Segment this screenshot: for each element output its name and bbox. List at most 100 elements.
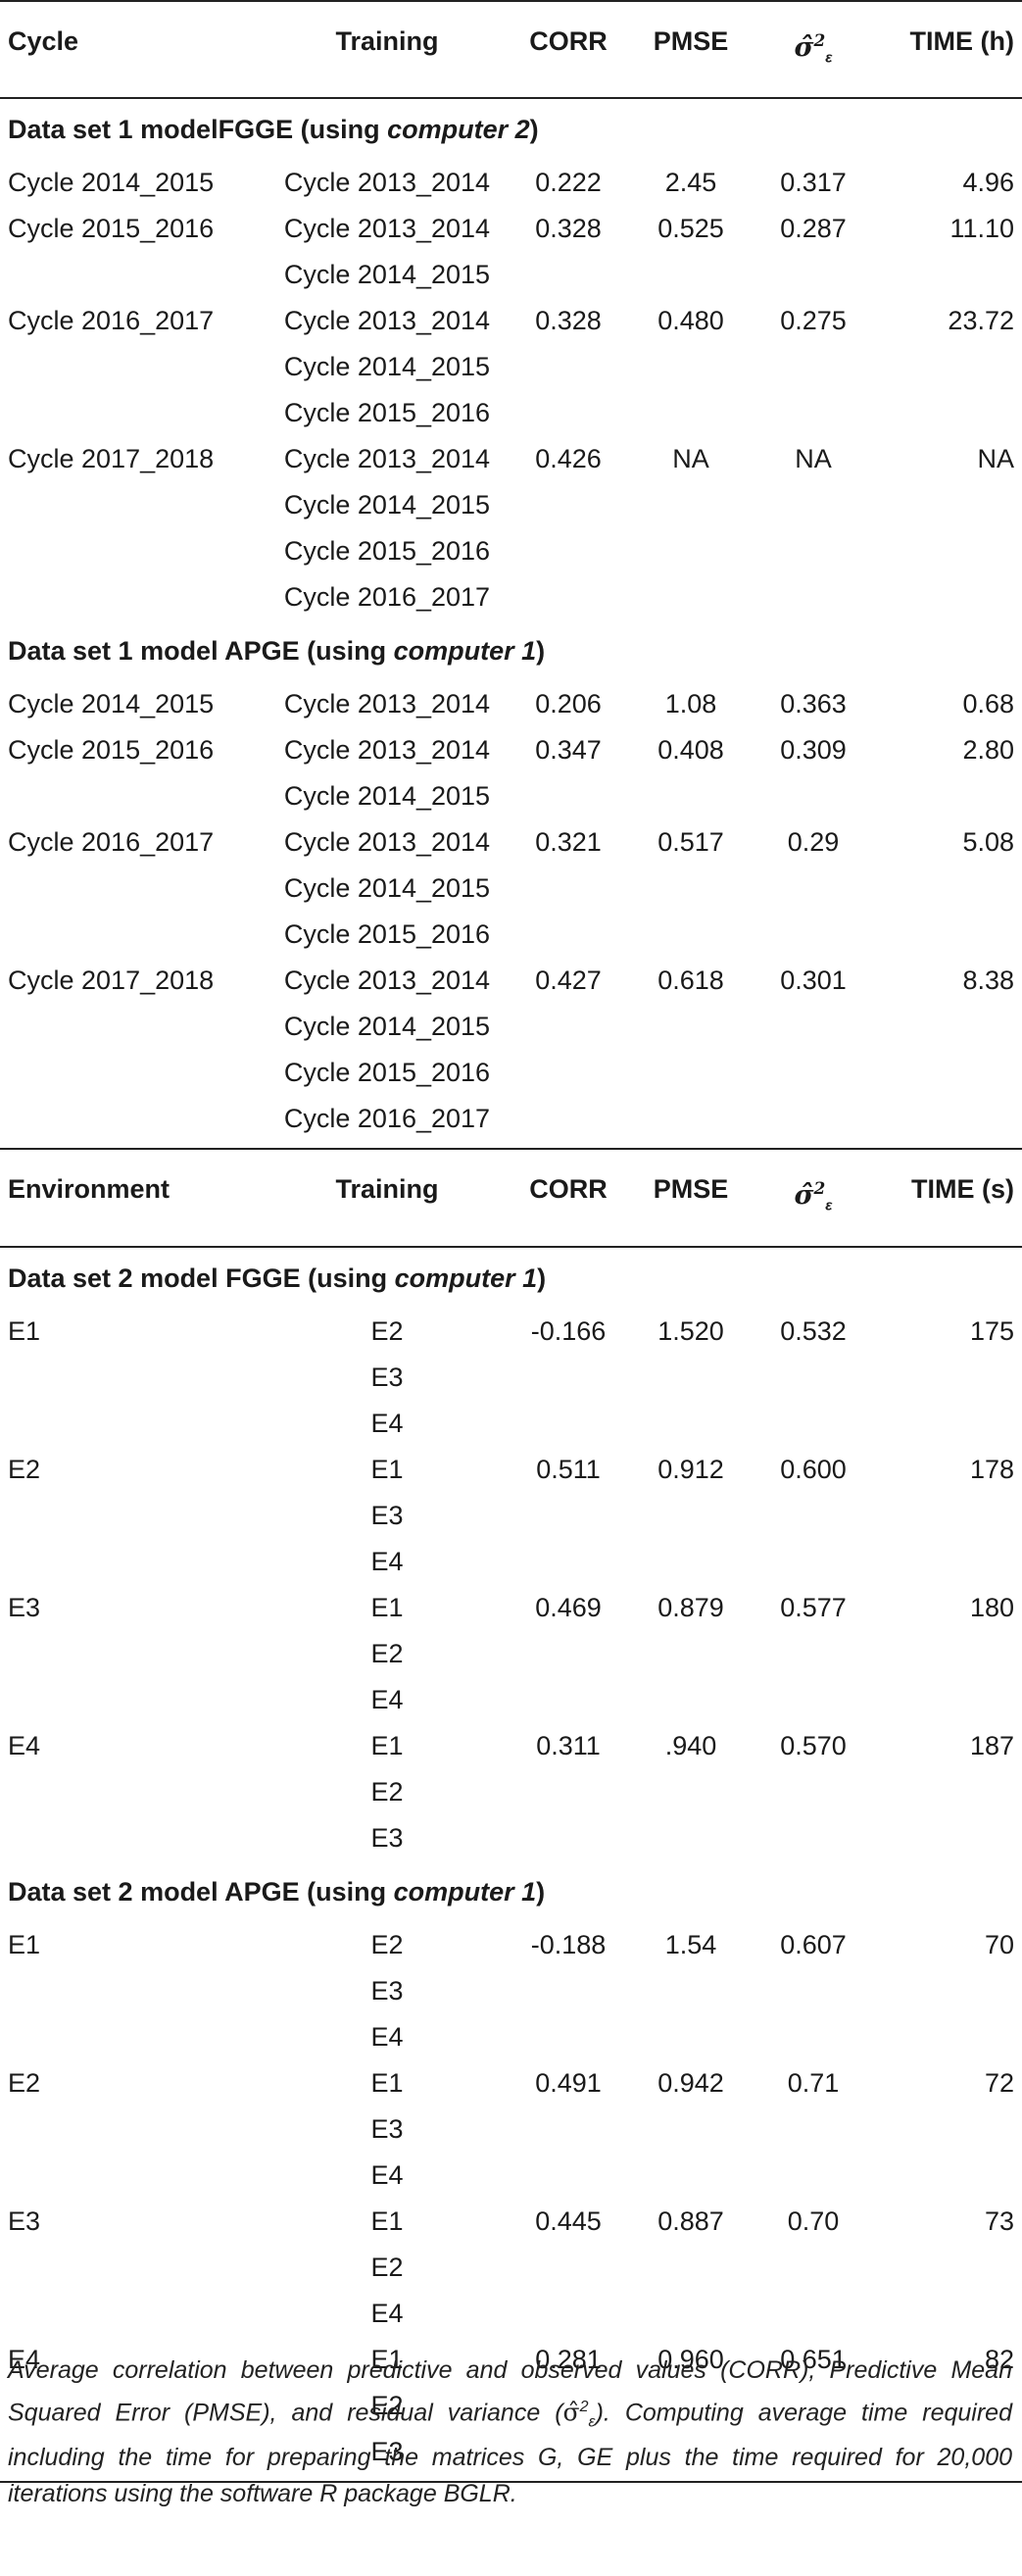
pmse-cell <box>627 2428 754 2483</box>
cycle-cell <box>0 1050 265 1096</box>
corr-cell: 0.281 <box>535 2344 602 2374</box>
training-cell: Cycle 2015_2016 <box>283 1058 491 1088</box>
cycle-cell: E2 <box>8 2067 41 2098</box>
column-header: σ̂2ε <box>754 1148 872 1248</box>
table-row: Cycle 2015_2016 <box>0 1050 1022 1096</box>
cycle-cell <box>0 2291 265 2337</box>
training-cell: E1 <box>370 1592 404 1622</box>
cycle-cell <box>0 1539 265 1585</box>
corr-cell: 0.222 <box>535 168 602 198</box>
table-row: E3 <box>0 2106 1022 2153</box>
pmse-cell: 1.08 <box>664 689 717 719</box>
corr-cell: 0.347 <box>535 735 602 766</box>
table-row: E3 <box>0 1355 1022 1401</box>
training-cell: Cycle 2013_2014 <box>283 214 491 244</box>
sigma-cell: 0.29 <box>787 827 840 858</box>
corr-cell <box>510 574 627 620</box>
training-cell: E4 <box>370 2298 404 2328</box>
corr-cell <box>510 1815 627 1861</box>
section-heading: Data set 1 model APGE (using computer 1) <box>0 620 1022 681</box>
time-cell <box>872 866 1022 912</box>
cycle-cell: E4 <box>8 2344 41 2374</box>
corr-cell: 0.328 <box>535 306 602 336</box>
sigma-cell <box>754 773 872 819</box>
pmse-cell <box>627 1815 754 1861</box>
header-row: Environment Training CORR PMSE σ̂2ε TIME (s) <box>0 1148 1022 1248</box>
pmse-cell: 0.618 <box>657 966 724 996</box>
table-row: Cycle 2017_2018 Cycle 2013_2014 0.426 NA NA N… <box>0 436 1022 482</box>
corr-cell <box>510 1050 627 1096</box>
sigma-cell: 0.275 <box>780 306 847 336</box>
time-cell: 8.38 <box>962 966 1014 996</box>
time-cell <box>872 390 1022 436</box>
time-cell: 23.72 <box>948 306 1014 336</box>
cycle-cell <box>0 866 265 912</box>
time-cell <box>872 1677 1022 1723</box>
corr-cell: 0.469 <box>535 1592 602 1622</box>
pmse-cell: 0.517 <box>657 827 724 858</box>
sigma-cell <box>754 528 872 574</box>
time-cell <box>872 1769 1022 1815</box>
table-row: Cycle 2014_2015 <box>0 1004 1022 1050</box>
table-row: Cycle 2016_2017 <box>0 574 1022 620</box>
training-cell: Cycle 2013_2014 <box>283 827 491 858</box>
training-cell: Cycle 2013_2014 <box>283 444 491 474</box>
section-heading-computer: computer 2 <box>387 115 530 145</box>
table-row: Cycle 2016_2017 <box>0 1096 1022 1151</box>
sigma-cell: 0.70 <box>787 2205 840 2236</box>
sigma-sup: 2 <box>813 31 826 51</box>
corr-cell <box>510 344 627 390</box>
time-cell <box>872 1631 1022 1677</box>
time-cell <box>872 773 1022 819</box>
table-row: Cycle 2016_2017 Cycle 2013_2014 0.328 0.480… <box>0 298 1022 344</box>
pmse-cell <box>627 574 754 620</box>
time-cell <box>872 252 1022 298</box>
column-header: PMSE <box>627 1148 754 1248</box>
corr-cell <box>510 390 627 436</box>
sigma-cell <box>754 1631 872 1677</box>
pmse-cell <box>627 1355 754 1401</box>
cycle-cell: E4 <box>8 1730 41 1760</box>
cycle-cell <box>0 482 265 528</box>
training-cell: Cycle 2014_2015 <box>283 781 491 812</box>
table-row: E2 <box>0 2245 1022 2291</box>
pmse-cell <box>627 912 754 958</box>
sigma-cell <box>754 2106 872 2153</box>
sigma-cell: 0.309 <box>780 735 847 766</box>
pmse-cell: 1.54 <box>664 1929 717 1959</box>
training-cell: Cycle 2015_2016 <box>283 398 491 428</box>
column-header: PMSE <box>627 0 754 100</box>
table-page: Cycle Training CORR PMSE σ̂2ε TIME (h) Data se… <box>0 0 1022 2507</box>
table-row: Cycle 2014_2015 <box>0 344 1022 390</box>
corr-cell <box>510 1677 627 1723</box>
corr-cell: -0.188 <box>530 1929 607 1959</box>
training-cell: E3 <box>370 1975 404 2006</box>
corr-cell <box>510 1493 627 1539</box>
corr-cell <box>510 1355 627 1401</box>
table-row: E4 E1 0.281 0.960 0.651 82 <box>0 2337 1022 2383</box>
time-cell: 180 <box>969 1592 1014 1622</box>
column-header: TIME (s) <box>872 1148 1022 1248</box>
training-cell: E1 <box>370 2067 404 2098</box>
pmse-cell <box>627 252 754 298</box>
table-row: E4 <box>0 1539 1022 1585</box>
sigma-cell <box>754 2153 872 2199</box>
cycle-cell: Cycle 2017_2018 <box>8 966 215 996</box>
sigma-cell <box>754 344 872 390</box>
header-row: Cycle Training CORR PMSE σ̂2ε TIME (h) <box>0 0 1022 100</box>
column-header: Training <box>265 0 510 100</box>
cycle-cell <box>0 252 265 298</box>
sigma-cell: 0.607 <box>780 1929 847 1959</box>
cycle-cell: Cycle 2016_2017 <box>8 827 215 858</box>
time-cell: 4.96 <box>962 168 1014 198</box>
cycle-cell <box>0 1815 265 1861</box>
pmse-cell: 2.45 <box>664 168 717 198</box>
table-row: Cycle 2014_2015 Cycle 2013_2014 0.222 2.45 0… <box>0 160 1022 206</box>
table-row: E3 <box>0 1815 1022 1861</box>
corr-cell: -0.166 <box>530 1315 607 1346</box>
cycle-cell <box>0 2428 265 2483</box>
time-cell <box>872 344 1022 390</box>
column-header: TIME (h) <box>872 0 1022 100</box>
training-cell: Cycle 2013_2014 <box>283 306 491 336</box>
training-cell: Cycle 2013_2014 <box>283 168 491 198</box>
